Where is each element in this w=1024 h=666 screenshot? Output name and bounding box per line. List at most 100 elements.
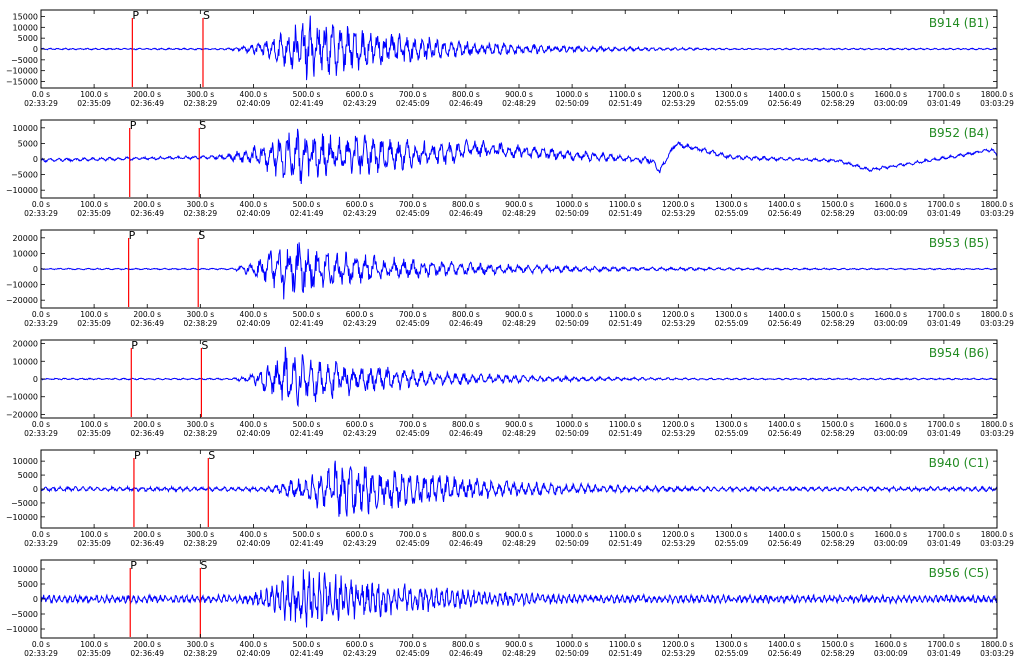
x-tick-label-time: 03:00:09 [874,539,908,548]
x-tick-label-time: 02:43:29 [343,209,377,218]
x-tick-label-seconds: 1000.0 s [556,420,589,429]
y-tick-label: 5000 [18,139,38,148]
x-tick-label-time: 02:36:49 [130,99,164,108]
x-tick-label-seconds: 800.0 s [452,90,480,99]
x-tick-label-time: 02:38:29 [183,319,217,328]
x-tick-label-seconds: 700.0 s [399,640,427,649]
x-tick-label-time: 02:56:49 [768,99,802,108]
station-label: B956 (C5) [929,566,989,580]
x-tick-label-seconds: 1800.0 s [981,420,1014,429]
waveform-trace [40,460,998,517]
x-tick-label-seconds: 100.0 s [80,200,108,209]
x-tick-label-time: 02:51:49 [608,209,642,218]
x-tick-label-time: 02:45:09 [396,539,430,548]
x-tick-label-time: 02:56:49 [768,319,802,328]
x-tick-label-time: 02:46:49 [449,209,483,218]
x-tick-label-seconds: 1100.0 s [609,310,642,319]
x-tick-label-seconds: 1600.0 s [875,200,908,209]
x-tick-label-time: 02:38:29 [183,209,217,218]
x-tick-label-time: 02:36:49 [130,319,164,328]
x-tick-label-time: 02:38:29 [183,99,217,108]
x-tick-label-time: 02:58:29 [821,539,855,548]
x-tick-label-seconds: 600.0 s [346,200,374,209]
x-tick-label-time: 03:00:09 [874,99,908,108]
x-tick-label-time: 03:00:09 [874,319,908,328]
x-tick-label-seconds: 900.0 s [505,310,533,319]
x-tick-label-seconds: 1800.0 s [981,640,1014,649]
x-tick-label-time: 02:45:09 [396,429,430,438]
y-tick-label: −20000 [6,296,38,305]
trace-panel-4: P S −20000 −10000 0 10000 20000 0.0 s02:33:29 10… [6,339,1014,438]
pick-label-s: S [208,449,215,462]
x-tick-label-time: 02:45:09 [396,649,430,658]
waveform-trace [40,346,998,408]
x-tick-label-time: 02:45:09 [396,209,430,218]
x-tick-label-time: 02:58:29 [821,649,855,658]
x-tick-label-time: 02:33:29 [24,429,58,438]
x-tick-label-seconds: 600.0 s [346,640,374,649]
x-tick-label-time: 02:43:29 [343,539,377,548]
x-tick-label-time: 02:36:49 [130,209,164,218]
x-tick-label-time: 02:51:49 [608,319,642,328]
x-tick-label-time: 02:35:09 [77,319,111,328]
x-tick-label-seconds: 1700.0 s [928,640,961,649]
x-tick-label-seconds: 500.0 s [293,200,321,209]
x-tick-label-time: 02:41:49 [290,649,324,658]
x-tick-label-time: 03:01:49 [927,209,961,218]
y-tick-label: 10000 [13,124,38,133]
pick-label-s: S [198,229,205,242]
x-tick-label-time: 02:53:29 [661,99,695,108]
x-tick-label-seconds: 300.0 s [186,90,214,99]
x-tick-label-seconds: 700.0 s [399,200,427,209]
trace-panel-6: P S −10000 −5000 0 5000 10000 0.0 s02:33:29 100.… [6,559,1014,658]
x-tick-label-seconds: 300.0 s [186,420,214,429]
x-tick-label-seconds: 600.0 s [346,420,374,429]
y-tick-label: 10000 [13,565,38,574]
x-tick-label-time: 03:01:49 [927,429,961,438]
x-tick-label-time: 02:51:49 [608,539,642,548]
y-tick-label: 5000 [18,34,38,43]
station-label: B940 (C1) [929,456,989,470]
x-tick-label-seconds: 500.0 s [293,310,321,319]
x-tick-label-seconds: 1600.0 s [875,530,908,539]
x-tick-label-seconds: 1300.0 s [715,200,748,209]
x-tick-label-time: 02:58:29 [821,209,855,218]
x-tick-label-time: 03:01:49 [927,319,961,328]
x-tick-label-seconds: 1400.0 s [768,310,801,319]
x-tick-label-time: 02:43:29 [343,99,377,108]
x-tick-label-seconds: 800.0 s [452,640,480,649]
x-tick-label-seconds: 800.0 s [452,200,480,209]
x-tick-label-time: 02:35:09 [77,209,111,218]
x-tick-label-seconds: 900.0 s [505,90,533,99]
x-tick-label-seconds: 200.0 s [133,200,161,209]
x-tick-label-seconds: 800.0 s [452,420,480,429]
x-tick-label-seconds: 500.0 s [293,530,321,539]
x-tick-label-time: 02:50:09 [555,99,589,108]
x-tick-label-seconds: 1200.0 s [662,90,695,99]
x-tick-label-seconds: 1800.0 s [981,200,1014,209]
x-tick-label-time: 02:48:29 [502,429,536,438]
x-tick-label-time: 02:33:29 [24,319,58,328]
x-tick-label-time: 02:58:29 [821,319,855,328]
x-tick-label-seconds: 900.0 s [505,200,533,209]
waveform-trace [40,128,998,184]
x-tick-label-time: 03:00:09 [874,649,908,658]
x-tick-label-time: 02:55:09 [715,209,749,218]
x-tick-label-seconds: 800.0 s [452,310,480,319]
x-tick-label-seconds: 300.0 s [186,310,214,319]
x-tick-label-seconds: 500.0 s [293,90,321,99]
x-tick-label-time: 03:03:29 [980,209,1014,218]
x-tick-label-time: 02:38:29 [183,649,217,658]
x-tick-label-seconds: 1700.0 s [928,420,961,429]
x-tick-label-seconds: 1000.0 s [556,310,589,319]
x-tick-label-seconds: 1400.0 s [768,200,801,209]
x-tick-label-time: 02:50:09 [555,209,589,218]
pick-label-s: S [200,559,207,572]
y-tick-label: −20000 [6,410,38,419]
x-tick-label-time: 02:35:09 [77,429,111,438]
x-tick-label-seconds: 1600.0 s [875,640,908,649]
x-tick-label-time: 02:55:09 [715,539,749,548]
x-tick-label-seconds: 1400.0 s [768,640,801,649]
x-tick-label-time: 02:53:29 [661,539,695,548]
x-tick-label-time: 02:53:29 [661,209,695,218]
